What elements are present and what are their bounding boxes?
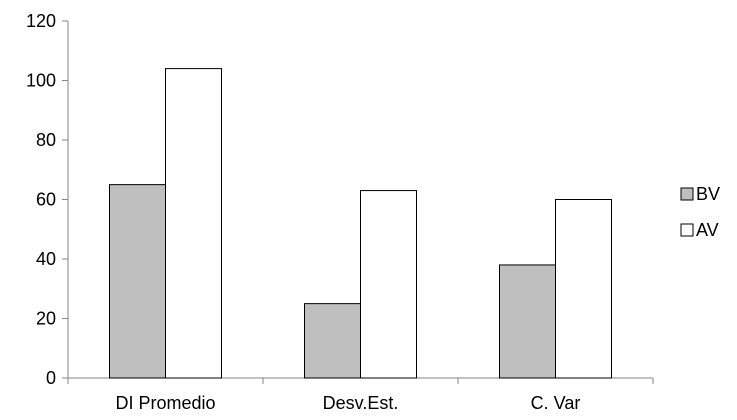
- legend: BV AV: [680, 184, 720, 240]
- y-tick-label: 100: [26, 71, 56, 91]
- x-tick-label: DI Promedio: [115, 393, 215, 413]
- bar-bv-1: [109, 184, 166, 379]
- bar-av-1: [165, 68, 222, 379]
- legend-label-av: AV: [696, 220, 719, 240]
- labels: 0 20 40 60 80 100 120 DI Promedio Desv.Est. C. Va…: [26, 11, 580, 413]
- y-tick-label: 120: [26, 11, 56, 31]
- bar-av-3: [555, 199, 612, 379]
- y-tick-label: 40: [36, 249, 56, 269]
- bars: [109, 68, 612, 379]
- bar-bv-2: [304, 303, 361, 379]
- bar-av-2: [360, 190, 417, 379]
- x-tick-label: C. Var: [531, 393, 581, 413]
- y-tick-label: 20: [36, 309, 56, 329]
- x-tick-label: Desv.Est.: [323, 393, 399, 413]
- legend-label-bv: BV: [696, 184, 720, 204]
- y-tick-label: 0: [46, 368, 56, 388]
- y-tick-label: 80: [36, 130, 56, 150]
- y-tick-label: 60: [36, 190, 56, 210]
- bar-bv-3: [499, 264, 556, 379]
- legend-swatch-bv: [680, 187, 694, 201]
- legend-swatch-av: [680, 223, 694, 237]
